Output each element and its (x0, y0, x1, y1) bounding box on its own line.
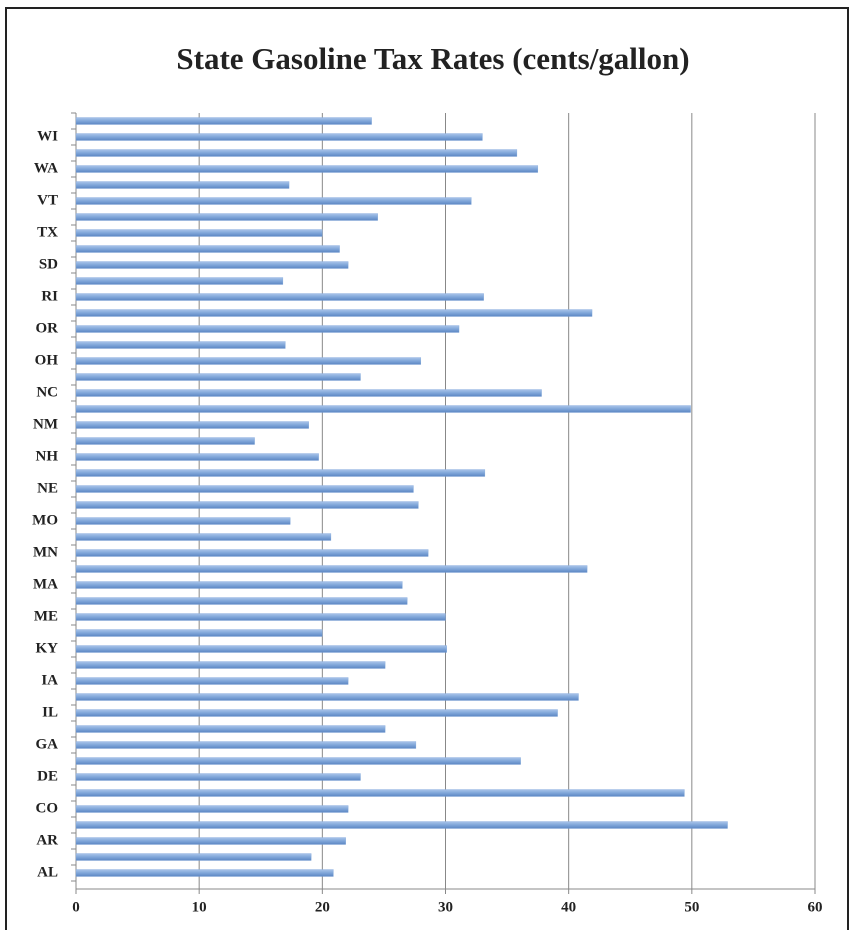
bar (75, 869, 334, 877)
bar (75, 117, 372, 125)
bar (75, 757, 521, 765)
y-tick-label: MN (33, 544, 58, 560)
bar (75, 213, 378, 221)
y-tick-label: NH (36, 448, 59, 464)
bar (75, 581, 403, 589)
bar (75, 693, 579, 701)
bar (75, 517, 291, 525)
bar (75, 741, 417, 749)
x-tick-label: 20 (315, 899, 330, 915)
bar (75, 197, 472, 205)
y-tick-label: AL (37, 864, 58, 880)
y-tick-label: MA (33, 576, 58, 592)
y-tick-label: NC (36, 384, 58, 400)
y-tick-label: RI (41, 288, 58, 304)
bar (75, 309, 593, 317)
y-tick-label: AR (36, 832, 58, 848)
bar (75, 837, 346, 845)
bar (75, 245, 340, 253)
bar (75, 149, 518, 157)
y-tick-label: NE (37, 480, 58, 496)
y-tick-label: TX (37, 224, 58, 240)
y-tick-label: WI (37, 128, 58, 144)
bar (75, 805, 349, 813)
bar (75, 501, 419, 509)
y-tick-label: OH (35, 352, 59, 368)
y-tick-label: IA (41, 672, 58, 688)
bar (75, 229, 323, 237)
bar (75, 293, 484, 301)
bar (75, 613, 446, 621)
x-tick-label: 60 (808, 899, 823, 915)
y-tick-label: WA (34, 160, 58, 176)
bar (75, 405, 691, 413)
bar (75, 549, 429, 557)
bar (75, 389, 542, 397)
bar (75, 773, 361, 781)
y-tick-label: ME (34, 608, 58, 624)
bar (75, 261, 349, 269)
y-tick-label: NM (33, 416, 58, 432)
y-tick-label: SD (39, 256, 58, 272)
y-tick-label: IL (42, 704, 58, 720)
y-tick-label: DE (37, 768, 58, 784)
y-tick-label: MO (32, 512, 58, 528)
y-tick-label: CO (36, 800, 59, 816)
x-tick-label: 30 (438, 899, 453, 915)
bar (75, 645, 447, 653)
bar (75, 709, 558, 717)
bar (75, 437, 255, 445)
bar (75, 165, 539, 173)
bar (75, 789, 685, 797)
bar (75, 373, 361, 381)
bar (75, 421, 309, 429)
bar (75, 677, 349, 685)
y-tick-label: VT (37, 192, 58, 208)
y-tick-label: KY (36, 640, 59, 656)
chart-title: State Gasoline Tax Rates (cents/gallon) (176, 41, 689, 76)
y-tick-label: OR (36, 320, 59, 336)
bar (75, 341, 286, 349)
bar (75, 485, 414, 493)
x-tick-label: 0 (72, 899, 80, 915)
bar (75, 533, 332, 541)
y-tick-label: GA (36, 736, 59, 752)
bar (75, 357, 422, 365)
bar (75, 325, 460, 333)
bar (75, 453, 319, 461)
bar (75, 133, 483, 141)
bar (75, 597, 408, 605)
bar (75, 725, 386, 733)
x-tick-label: 40 (561, 899, 576, 915)
bar (75, 661, 386, 669)
bar (75, 821, 728, 829)
bar (75, 629, 323, 637)
bar (75, 853, 312, 861)
bar (75, 277, 284, 285)
x-tick-label: 10 (192, 899, 207, 915)
x-tick-label: 50 (684, 899, 699, 915)
bar (75, 181, 290, 189)
bar (75, 469, 486, 477)
bar (75, 565, 588, 573)
